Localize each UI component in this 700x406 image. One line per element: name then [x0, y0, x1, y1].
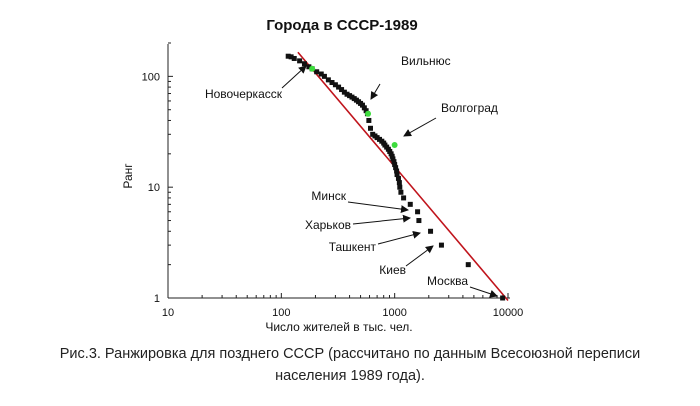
- highlight-point: [365, 110, 372, 117]
- data-point: [390, 156, 396, 162]
- data-point: [361, 105, 367, 111]
- annotation-arrow: [405, 245, 434, 267]
- data-point: [416, 218, 422, 224]
- annotation-label: Москва: [427, 274, 468, 288]
- data-point: [336, 84, 342, 90]
- fit-line: [297, 51, 509, 301]
- annotation-arrow: [469, 286, 498, 298]
- y-tick-label: 10: [148, 182, 160, 194]
- data-point: [465, 262, 471, 268]
- annotation-label: Харьков: [305, 218, 351, 232]
- annotation-label: Киев: [379, 263, 406, 277]
- annotation-arrow: [377, 230, 421, 245]
- data-point: [370, 131, 376, 137]
- annotation-arrow: [370, 83, 381, 100]
- x-axis-label: Число жителей в тыс. чел.: [265, 320, 412, 334]
- y-axis-label: Ранг: [121, 163, 135, 189]
- data-point: [297, 58, 303, 64]
- data-point: [394, 172, 400, 178]
- data-point: [318, 71, 324, 77]
- annotation-arrow: [352, 214, 411, 225]
- data-point: [428, 228, 434, 234]
- city-annotations: Вильнюс Волгоград Новочеркасск Минск Харьков…: [205, 54, 498, 298]
- data-point: [288, 54, 294, 60]
- figure-caption-line-1: Рис.3. Ранжировка для позднего СССР (рас…: [59, 346, 641, 362]
- data-point: [325, 77, 331, 83]
- x-tick-label: 1000: [382, 307, 406, 319]
- data-point: [363, 108, 369, 114]
- data-point: [415, 209, 421, 215]
- data-point: [306, 64, 312, 70]
- fit-line-group: [297, 51, 509, 301]
- annotation-label: Вильнюс: [401, 54, 451, 68]
- annotation-label: Волгоград: [441, 101, 498, 115]
- data-point: [314, 69, 320, 75]
- data-point: [329, 80, 335, 86]
- data-point: [392, 162, 398, 168]
- annotation-arrow: [281, 65, 307, 89]
- data-point: [301, 61, 307, 67]
- data-point: [391, 159, 397, 165]
- data-point: [321, 73, 327, 79]
- data-point: [367, 125, 373, 131]
- data-point: [396, 180, 402, 186]
- annotation-label: Ташкент: [329, 240, 377, 254]
- data-point: [438, 242, 444, 248]
- data-point: [339, 87, 345, 93]
- y-tick-label: 100: [142, 71, 160, 83]
- annotation-label: Новочеркасск: [205, 87, 283, 101]
- x-tick-label: 10: [162, 307, 174, 319]
- data-point: [500, 295, 506, 301]
- data-point: [332, 82, 338, 88]
- annotation-arrow: [403, 117, 437, 137]
- data-point: [344, 91, 350, 97]
- highlight-point: [391, 142, 398, 149]
- y-tick-label: 1: [154, 293, 160, 305]
- data-point: [347, 93, 353, 99]
- chart-title: Города в СССР-1989: [266, 17, 417, 34]
- x-tick-label: 10000: [493, 307, 524, 319]
- data-point: [407, 201, 413, 207]
- data-point: [291, 55, 297, 61]
- x-tick-label: 100: [272, 307, 290, 319]
- data-point: [401, 195, 407, 201]
- data-point: [341, 89, 347, 95]
- data-point: [397, 184, 403, 190]
- data-point: [394, 168, 400, 174]
- data-point: [285, 53, 291, 59]
- data-point: [395, 175, 401, 181]
- highlight-points: [309, 65, 398, 149]
- figure-caption-line-2: населения 1989 года).: [275, 368, 425, 384]
- data-point: [393, 165, 399, 171]
- annotation-arrow: [347, 201, 409, 214]
- plot-axes: [167, 44, 510, 299]
- data-point: [366, 117, 372, 123]
- annotation-label: Минск: [311, 189, 346, 203]
- data-points: [285, 53, 506, 301]
- highlight-point: [309, 65, 316, 72]
- data-point: [398, 189, 404, 195]
